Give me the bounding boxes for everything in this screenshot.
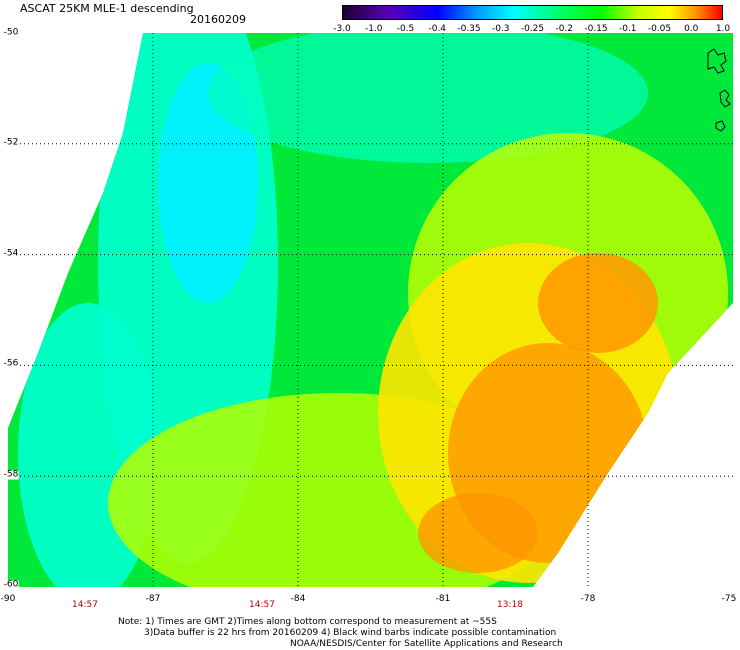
lat-tick-label: -50 (3, 27, 19, 38)
colorbar-tick-label: -0.3 (491, 24, 510, 34)
lat-tick-label: -52 (3, 137, 19, 148)
lat-tick-label: -54 (3, 248, 19, 259)
time-label: 14:57 (72, 600, 98, 610)
colorbar-tick-label: -0.05 (647, 24, 672, 34)
colorbar-tick-label: -0.15 (584, 24, 608, 34)
note-line-2: 3)Data buffer is 22 hrs from 20160209 4)… (144, 628, 557, 638)
colorbar-tick-label: -0.25 (520, 24, 545, 34)
coastline-islands (707, 48, 731, 132)
lat-tick-label: -60 (3, 579, 19, 590)
colorbar-tick-label: -1.0 (364, 24, 383, 34)
lon-tick-label: -90 (0, 594, 16, 604)
colorbar-tick-label: -0.5 (396, 24, 415, 34)
lat-tick-label: -58 (3, 469, 19, 480)
colorbar-gradient (343, 6, 722, 19)
colorbar-tick-label: -0.2 (555, 24, 574, 34)
lon-tick-label: -78 (580, 594, 596, 604)
lon-tick-label: -87 (145, 594, 161, 604)
time-label: 13:18 (497, 600, 523, 610)
colorbar-tick-label: 1.0 (715, 24, 731, 34)
colorbar (342, 5, 723, 20)
chart-date: 20160209 (190, 13, 246, 26)
lon-tick-label: -75 (721, 594, 737, 604)
colorbar-tick-label: 0.0 (684, 24, 699, 34)
colorbar-tick-label: -3.0 (333, 24, 351, 34)
orange-zone-3 (418, 493, 538, 573)
cyan-band-north (208, 33, 648, 163)
chart-title: ASCAT 25KM MLE-1 descending (20, 2, 194, 15)
lat-tick-label: -56 (3, 358, 19, 369)
wind-field (8, 33, 733, 587)
time-label: 14:57 (249, 600, 275, 610)
note-line-1: Note: 1) Times are GMT 2)Times along bot… (118, 617, 497, 627)
lon-tick-label: -84 (290, 594, 306, 604)
note-line-3: NOAA/NESDIS/Center for Satellite Applica… (290, 639, 563, 649)
lon-tick-label: -81 (435, 594, 451, 604)
gridlines (8, 33, 733, 587)
colorbar-tick-label: -0.1 (618, 24, 637, 34)
orange-zone-2 (538, 253, 658, 353)
swath-map (8, 33, 733, 587)
colorbar-tick-label: -0.35 (457, 24, 481, 34)
colorbar-tick-label: -0.4 (428, 24, 447, 34)
